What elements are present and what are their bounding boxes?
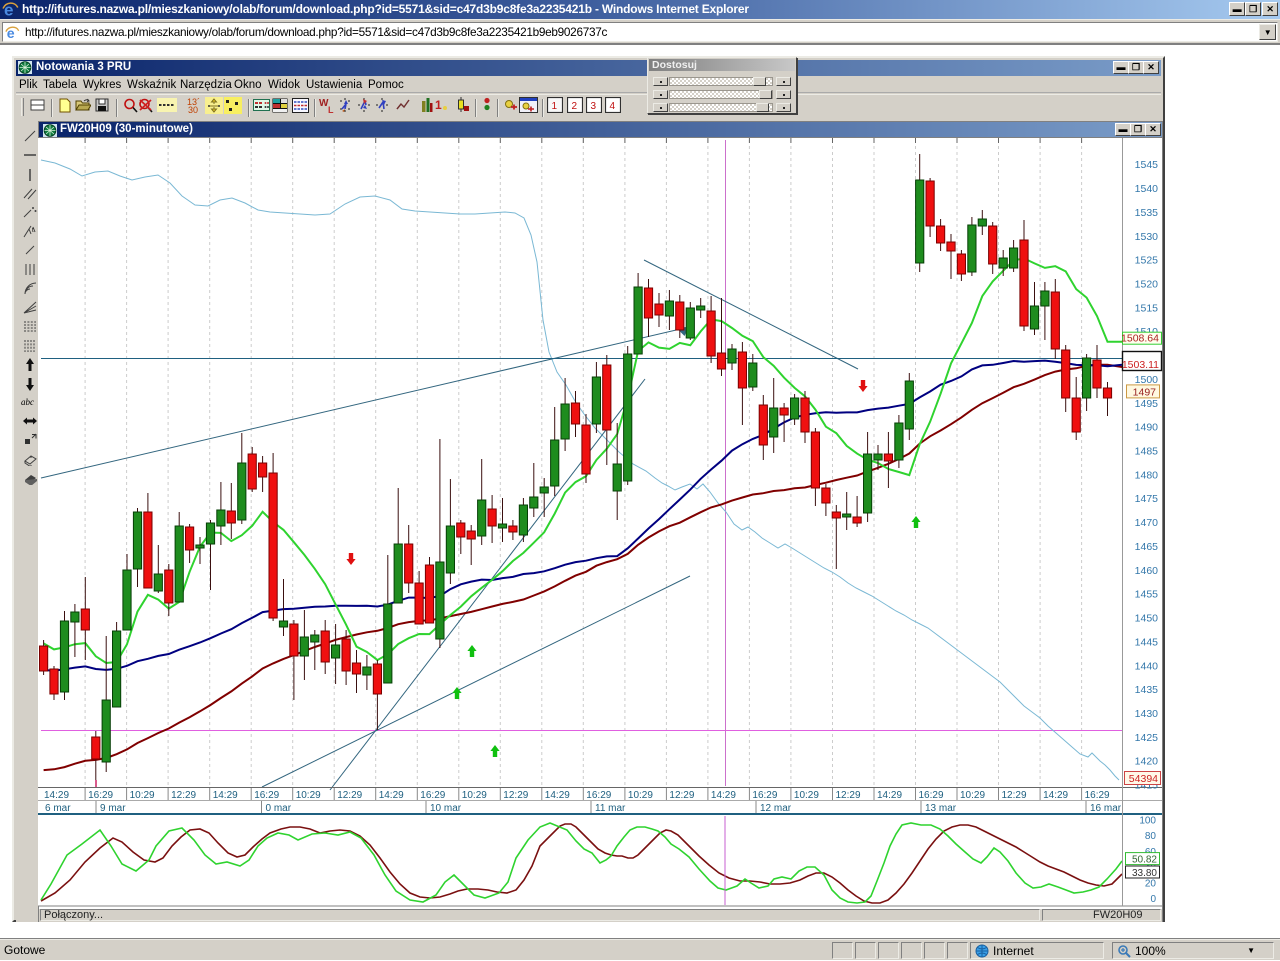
svg-text:12 mar: 12 mar xyxy=(760,803,792,814)
svg-text:12:29: 12:29 xyxy=(337,790,362,801)
svg-text:100: 100 xyxy=(1139,816,1156,827)
svg-text:1500: 1500 xyxy=(1135,374,1159,386)
svg-text:0 mar: 0 mar xyxy=(266,803,292,814)
svg-text:1450: 1450 xyxy=(1135,613,1159,625)
svg-text:16:29: 16:29 xyxy=(752,790,777,801)
svg-text:14:29: 14:29 xyxy=(877,790,902,801)
svg-text:50.82: 50.82 xyxy=(1132,855,1157,866)
svg-text:16:29: 16:29 xyxy=(919,790,944,801)
svg-text:12:29: 12:29 xyxy=(1002,790,1027,801)
svg-text:W: W xyxy=(319,98,329,109)
svg-text:33.80: 33.80 xyxy=(1132,868,1157,879)
svg-text:t: t xyxy=(32,228,34,234)
svg-text:9 mar: 9 mar xyxy=(100,803,126,814)
svg-text:1430: 1430 xyxy=(1135,708,1159,720)
svg-text:16:29: 16:29 xyxy=(586,790,611,801)
svg-text:L: L xyxy=(328,105,334,113)
svg-text:16:29: 16:29 xyxy=(254,790,279,801)
svg-text:2: 2 xyxy=(572,101,578,112)
svg-text:14:29: 14:29 xyxy=(44,790,69,801)
svg-text:1475: 1475 xyxy=(1135,493,1159,505)
svg-text:1425: 1425 xyxy=(1135,732,1159,744)
svg-text:14:29: 14:29 xyxy=(711,790,736,801)
svg-text:6 mar: 6 mar xyxy=(45,803,71,814)
svg-text:14:29: 14:29 xyxy=(545,790,570,801)
svg-text:13´: 13´ xyxy=(187,97,200,107)
svg-text:16 mar: 16 mar xyxy=(1090,803,1122,814)
svg-text:16:29: 16:29 xyxy=(88,790,113,801)
svg-text:1540: 1540 xyxy=(1135,183,1159,195)
svg-text:10:29: 10:29 xyxy=(296,790,321,801)
svg-text:4: 4 xyxy=(610,101,616,112)
svg-text:1515: 1515 xyxy=(1135,302,1159,314)
svg-text:16:29: 16:29 xyxy=(1085,790,1110,801)
svg-text:10:29: 10:29 xyxy=(130,790,155,801)
svg-text:11 mar: 11 mar xyxy=(595,803,626,814)
svg-text:10:29: 10:29 xyxy=(960,790,985,801)
svg-text:16:29: 16:29 xyxy=(420,790,445,801)
svg-text:1470: 1470 xyxy=(1135,517,1159,529)
svg-text:3: 3 xyxy=(591,101,597,112)
svg-text:12:29: 12:29 xyxy=(171,790,196,801)
svg-text:1445: 1445 xyxy=(1135,636,1159,648)
svg-text:e: e xyxy=(4,1,13,18)
svg-text:13 mar: 13 mar xyxy=(925,803,957,814)
svg-text:e: e xyxy=(7,25,15,40)
svg-text:abc: abc xyxy=(21,397,34,407)
svg-text:1545: 1545 xyxy=(1135,159,1159,171)
svg-text:1490: 1490 xyxy=(1135,422,1159,434)
svg-text:1535: 1535 xyxy=(1135,207,1159,219)
svg-text:1508.64: 1508.64 xyxy=(1121,333,1159,345)
svg-text:14:29: 14:29 xyxy=(379,790,404,801)
svg-text:1520: 1520 xyxy=(1135,279,1159,291)
svg-text:1497: 1497 xyxy=(1133,386,1157,398)
svg-text:0: 0 xyxy=(1150,894,1156,905)
svg-text:20: 20 xyxy=(1145,878,1157,889)
svg-text:80: 80 xyxy=(1145,831,1157,842)
svg-text:1530: 1530 xyxy=(1135,231,1159,243)
svg-text:1420: 1420 xyxy=(1135,756,1159,768)
svg-text:1455: 1455 xyxy=(1135,589,1159,601)
svg-text:1480: 1480 xyxy=(1135,469,1159,481)
svg-text:12:29: 12:29 xyxy=(836,790,861,801)
svg-text:12:29: 12:29 xyxy=(669,790,694,801)
svg-text:1435: 1435 xyxy=(1135,684,1159,696)
svg-text:12:29: 12:29 xyxy=(503,790,528,801)
svg-text:54394: 54394 xyxy=(1129,773,1158,785)
svg-text:1465: 1465 xyxy=(1135,541,1159,553)
svg-text:14:29: 14:29 xyxy=(213,790,238,801)
svg-text:1460: 1460 xyxy=(1135,565,1159,577)
svg-text:10:29: 10:29 xyxy=(628,790,653,801)
svg-text:1495: 1495 xyxy=(1135,398,1159,410)
svg-text:1485: 1485 xyxy=(1135,446,1159,458)
svg-text:1440: 1440 xyxy=(1135,660,1159,672)
svg-text:1: 1 xyxy=(552,101,558,112)
svg-text:10:29: 10:29 xyxy=(794,790,819,801)
svg-text:10:29: 10:29 xyxy=(462,790,487,801)
svg-text:1: 1 xyxy=(435,98,442,112)
svg-text:10 mar: 10 mar xyxy=(430,803,462,814)
svg-text:1503.11: 1503.11 xyxy=(1122,359,1159,371)
svg-text:1525: 1525 xyxy=(1135,255,1159,267)
svg-text:14:29: 14:29 xyxy=(1043,790,1068,801)
svg-text:30: 30 xyxy=(188,105,198,113)
